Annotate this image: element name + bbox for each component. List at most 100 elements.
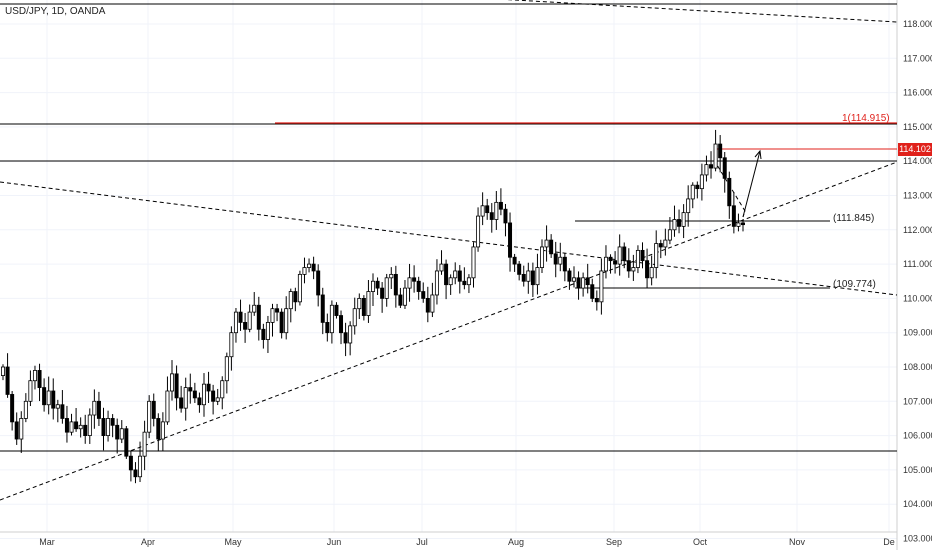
y-tick-label: 117.000	[903, 53, 932, 63]
candle-body	[0, 366, 6, 376]
candle-body	[119, 428, 124, 440]
candle-body	[540, 246, 545, 268]
candle-body	[64, 418, 69, 433]
candle-body	[430, 294, 435, 313]
y-tick-label: 105.000	[903, 465, 932, 475]
candle-body	[508, 222, 513, 258]
support-109-7-label: (109.774)	[833, 279, 876, 290]
candle-body	[211, 390, 216, 402]
candle-body	[617, 246, 622, 265]
candle-body	[83, 424, 88, 436]
y-tick-label: 114.000	[903, 156, 932, 166]
candle-body	[663, 239, 668, 248]
candle-body	[179, 397, 184, 409]
candle-body	[722, 157, 727, 179]
candle-body	[498, 201, 503, 210]
candle-body	[448, 277, 453, 286]
candle-body	[23, 400, 28, 419]
candle-body	[325, 322, 330, 334]
candle-body	[544, 239, 549, 248]
candle-body	[434, 270, 439, 296]
candle-body	[457, 270, 462, 282]
candle-body	[339, 315, 344, 334]
x-tick-label: Oct	[693, 537, 708, 547]
candle-body	[284, 308, 289, 334]
candle-body	[110, 418, 115, 426]
candle-body	[713, 143, 718, 169]
candle-body	[549, 239, 554, 255]
candle-body	[197, 397, 202, 406]
candle-body	[74, 421, 79, 430]
candle-body	[165, 390, 170, 423]
candle-body	[412, 277, 417, 282]
candle-body	[170, 373, 175, 392]
candle-body	[658, 243, 663, 248]
candle-body	[535, 267, 540, 286]
candle-body	[562, 256, 567, 272]
candle-body	[585, 277, 590, 286]
candle-body	[645, 260, 650, 279]
candle-body	[594, 297, 599, 303]
candle-body	[590, 284, 595, 299]
candle-body	[444, 263, 449, 286]
candle-body	[101, 418, 106, 437]
candle-body	[393, 273, 398, 296]
support-111-8-label: (111.845)	[833, 213, 874, 224]
candle-body	[366, 291, 371, 316]
candle-body	[46, 390, 51, 406]
candle-body	[87, 414, 92, 436]
candle-body	[485, 205, 490, 214]
x-tick-label: Jun	[327, 537, 342, 547]
y-tick-label: 107.000	[903, 396, 932, 406]
candle-body	[224, 356, 229, 382]
candle-body	[10, 394, 15, 423]
candle-body	[558, 256, 563, 265]
candle-body	[389, 273, 394, 279]
candle-body	[5, 366, 10, 395]
y-tick-label: 118.000	[903, 19, 932, 29]
candle-body	[270, 308, 275, 323]
candle-body	[635, 249, 640, 268]
candle-body	[238, 311, 243, 323]
candle-body	[416, 280, 421, 292]
candle-body	[581, 277, 586, 289]
y-tick-label: 103.000	[903, 534, 932, 544]
candle-body	[60, 404, 65, 419]
candle-body	[571, 277, 576, 282]
candle-body	[677, 219, 682, 227]
candle-body	[156, 418, 161, 440]
candle-body	[14, 421, 19, 440]
y-tick-label: 113.000	[903, 191, 932, 201]
candle-body	[106, 418, 111, 437]
candle-body	[521, 273, 526, 282]
candle-body	[311, 263, 316, 272]
candle-body	[480, 205, 485, 217]
y-tick-label: 109.000	[903, 328, 932, 338]
x-tick-label: De	[883, 537, 895, 547]
x-tick-label: Mar	[39, 537, 55, 547]
candle-body	[622, 246, 627, 262]
candle-body	[517, 263, 522, 275]
candle-body	[192, 390, 197, 399]
candle-body	[229, 332, 234, 358]
candle-body	[667, 229, 672, 241]
candle-body	[297, 273, 302, 303]
candle-body	[32, 370, 37, 382]
candle-body	[631, 267, 636, 272]
candle-body	[603, 256, 608, 272]
candle-body	[316, 270, 321, 296]
candle-body	[28, 380, 33, 402]
candle-body	[731, 205, 736, 227]
candle-body	[320, 294, 325, 323]
candle-body	[174, 373, 179, 399]
candle-body	[279, 311, 284, 334]
candle-body	[96, 400, 101, 419]
candle-body	[19, 418, 24, 440]
candle-body	[252, 304, 257, 313]
candle-body	[709, 164, 714, 169]
y-tick-label: 108.000	[903, 362, 932, 372]
candle-body	[512, 256, 517, 265]
candle-body	[275, 308, 280, 313]
candle-body	[302, 267, 307, 275]
